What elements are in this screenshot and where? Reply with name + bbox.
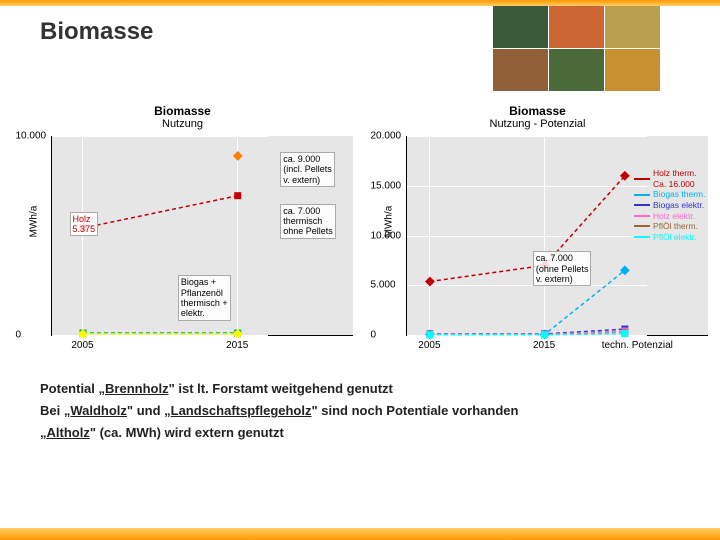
chart-annotation: Holz5.375 [70, 212, 99, 237]
term-altholz: Altholz [47, 425, 90, 440]
notes-block: Potential „Brennholz" ist lt. Forstamt w… [0, 354, 720, 444]
y-tick-label: 0 [16, 330, 22, 341]
legend-item: Holz elektr. [634, 211, 705, 222]
legend-item: Biogas therm. [634, 189, 705, 200]
plot-area-left: MWh/a 010.00020052015ca. 9.000(incl. Pel… [51, 136, 353, 336]
y-axis-label: MWh/a [28, 205, 39, 237]
x-extra-label: techn. Potenzial [602, 340, 673, 351]
note-line: „Altholz" (ca. MWh) wird extern genutzt [40, 422, 680, 444]
chart-right-title: Biomasse Nutzung - Potenzial [368, 104, 708, 130]
y-tick-label: 0 [371, 330, 377, 341]
header-image [493, 49, 548, 91]
term-waldholz: Waldholz [70, 403, 127, 418]
term-brennholz: Brennholz [105, 381, 169, 396]
chart-annotation: Biogas +Pflanzenölthermisch +elektr. [178, 275, 231, 320]
y-tick-label: 20.000 [371, 131, 402, 142]
y-tick-label: 15.000 [371, 180, 402, 191]
chart-left-title: Biomasse Nutzung [13, 104, 353, 130]
charts-row: Biomasse Nutzung MWh/a 010.00020052015ca… [0, 54, 720, 354]
y-tick-label: 5.000 [371, 280, 396, 291]
chart-left: Biomasse Nutzung MWh/a 010.00020052015ca… [13, 104, 353, 354]
y-tick-label: 10.000 [16, 131, 47, 142]
chart-annotation: ca. 9.000(incl. Pelletsv. extern) [280, 152, 335, 187]
chart-subtitle: Nutzung [13, 118, 353, 130]
header-image-grid [493, 6, 660, 91]
x-tick-label: 2005 [71, 340, 93, 351]
legend-item: PflÖl elektr. [634, 232, 705, 243]
note-line: Bei „Waldholz" und „Landschaftspflegehol… [40, 400, 680, 422]
header-image [549, 6, 604, 48]
chart-annotation: ca. 7.000(ohne Pelletsv. extern) [533, 251, 592, 286]
chart-title: Biomasse [368, 104, 708, 118]
chart-right: Biomasse Nutzung - Potenzial MWh/a 05.00… [368, 104, 708, 354]
note-line: Potential „Brennholz" ist lt. Forstamt w… [40, 378, 680, 400]
bottom-accent-bar [0, 528, 720, 540]
header-image [549, 49, 604, 91]
plot-area-right: MWh/a 05.00010.00015.00020.00020052015te… [406, 136, 708, 336]
legend-item: Biogas elektr. [634, 200, 705, 211]
x-tick-label: 2005 [418, 340, 440, 351]
chart-annotation: ca. 7.000thermischohne Pellets [280, 204, 336, 239]
term-landschaftspflegeholz: Landschaftspflegeholz [171, 403, 312, 418]
y-tick-label: 10.000 [371, 230, 402, 241]
chart-title: Biomasse [13, 104, 353, 118]
legend-item: Holz therm.Ca. 16.000 [634, 168, 705, 189]
chart-subtitle: Nutzung - Potenzial [368, 118, 708, 130]
header-image [493, 6, 548, 48]
header-image [605, 49, 660, 91]
x-tick-label: 2015 [533, 340, 555, 351]
chart-legend: Holz therm.Ca. 16.000Biogas therm.Biogas… [634, 168, 705, 242]
x-tick-label: 2015 [226, 340, 248, 351]
legend-item: PflÖl therm. [634, 221, 705, 232]
header-image [605, 6, 660, 48]
